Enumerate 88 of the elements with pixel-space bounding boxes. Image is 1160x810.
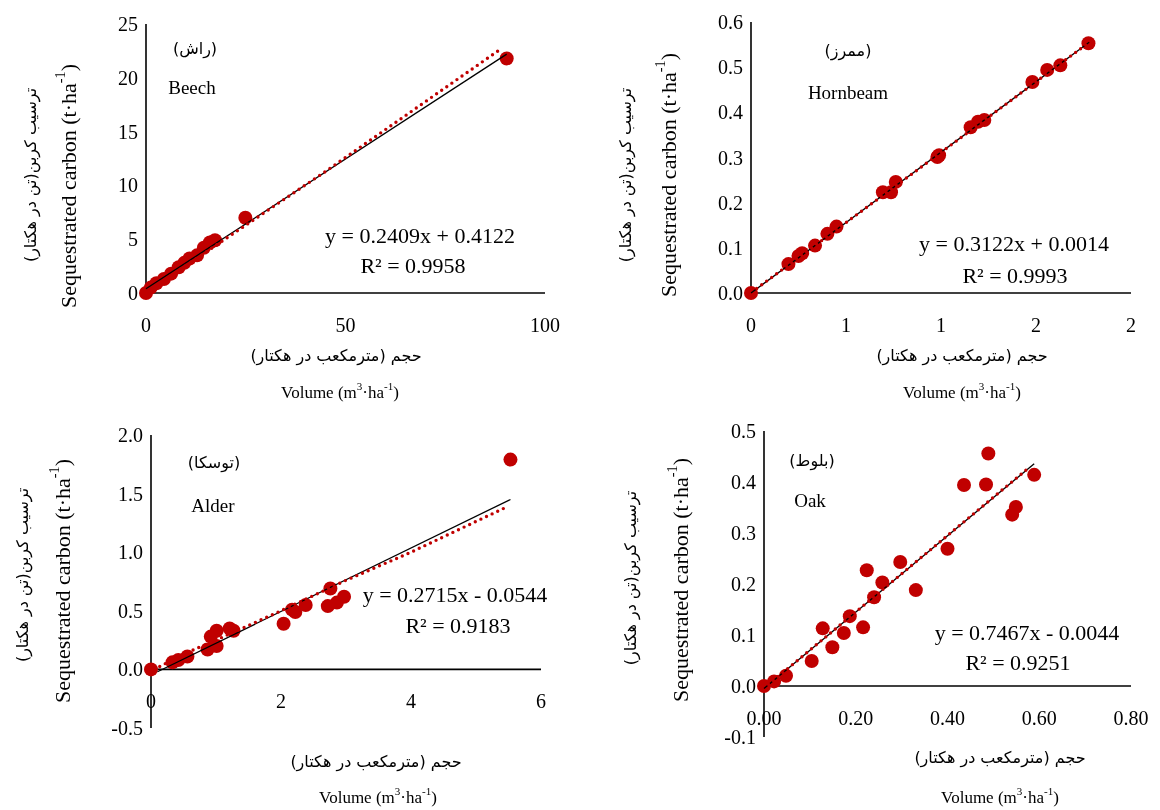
y-tick-label: 2.0 [118, 424, 143, 446]
y-tick-label: 5 [128, 228, 138, 251]
x-tick-label: 2 [1126, 314, 1136, 336]
annotation: R² = 0.9251 [965, 649, 1071, 675]
point [908, 583, 923, 598]
annotation: R² = 0.9993 [962, 262, 1068, 288]
point [859, 563, 874, 578]
y-tick-label: 0.0 [731, 675, 756, 697]
x-tick-label: 0.80 [1113, 707, 1149, 729]
text: (توسکا) [187, 452, 241, 473]
point [825, 640, 840, 655]
x-tick-label: 2 [276, 690, 286, 713]
annotation: R² = 0.9958 [360, 252, 466, 278]
text: حجم (مترمکعب در هکتار) [914, 747, 1086, 768]
point [815, 621, 830, 636]
point [276, 616, 291, 631]
point [893, 555, 908, 570]
text: Hornbeam [807, 81, 889, 103]
text: حجم (مترمکعب در هکتار) [290, 751, 462, 772]
x-tick-label: 50 [335, 314, 356, 336]
x-tick-label: 0.20 [838, 707, 874, 729]
text: (ممرز) [824, 40, 872, 61]
text: ترسیب کربن(تن در هکتار) [620, 490, 641, 666]
y-tick-label: 0.2 [731, 573, 756, 595]
text: ترسیب کربن(تن در هکتار) [615, 87, 636, 263]
y-tick-label: 20 [118, 66, 138, 89]
text: ترسیب کربن(تن در هکتار) [20, 87, 41, 263]
y-tick-label: 10 [118, 174, 138, 197]
point [856, 620, 871, 635]
point [1027, 467, 1042, 482]
point [979, 477, 994, 492]
y-tick-label: 0.5 [118, 599, 143, 622]
y-tick-label: 0.1 [731, 624, 756, 646]
text: حجم (مترمکعب در هکتار) [876, 345, 1048, 366]
y-tick-label: 0.0 [118, 658, 143, 681]
y-tick-label: 15 [118, 120, 138, 143]
point [503, 452, 518, 467]
point [981, 446, 996, 461]
point [337, 589, 352, 604]
y-tick-label: 1.5 [118, 482, 143, 505]
x-axis-title: Volume (m$^{3}$·ha$^{-1}$) [281, 380, 399, 402]
text: Alder [191, 494, 236, 516]
text: حجم (مترمکعب در هکتار) [250, 345, 422, 366]
y-tick-label: -0.5 [111, 717, 143, 739]
y-tick-label: 0.3 [731, 522, 756, 544]
x-tick-label: 100 [530, 314, 560, 336]
annotation: y = 0.3122x + 0.0014 [919, 230, 1109, 256]
y-tick-label: 0.2 [718, 191, 743, 214]
point [836, 625, 851, 640]
point [499, 51, 514, 66]
point [940, 541, 955, 556]
text: (راش) [172, 38, 218, 59]
annotation: y = 0.2715x - 0.0544 [362, 581, 548, 607]
text: (بلوط) [789, 450, 835, 471]
annotation: y = 0.7467x - 0.0044 [934, 619, 1120, 645]
y-tick-label: 0.4 [731, 471, 756, 493]
y-tick-label: 0 [128, 282, 138, 304]
text: Oak [794, 489, 827, 511]
y-tick-label: 0.5 [731, 420, 756, 442]
x-axis-title: Volume (m$^{3}$·ha$^{-1}$) [941, 785, 1059, 807]
point [209, 623, 224, 638]
y-tick-label: 0.4 [718, 101, 743, 124]
x-tick-label: 0.60 [1021, 707, 1057, 729]
x-tick-label: 1 [841, 314, 851, 336]
text: Beech [168, 76, 217, 98]
y-tick-label: 0.6 [718, 11, 743, 33]
text: ترسیب کربن(تن در هکتار) [12, 487, 33, 663]
point [804, 654, 819, 669]
point [957, 478, 972, 493]
x-tick-label: 1 [936, 314, 946, 336]
y-tick-label: 1.0 [118, 541, 143, 564]
x-tick-label: 6 [536, 690, 546, 713]
annotation: y = 0.2409x + 0.4122 [325, 222, 515, 248]
x-tick-label: 2 [1031, 314, 1041, 336]
x-tick-label: 4 [406, 690, 416, 713]
point [1008, 499, 1023, 514]
y-tick-label: 0.5 [718, 56, 743, 79]
annotation: R² = 0.9183 [405, 612, 511, 638]
point [744, 286, 758, 300]
x-axis-title: Volume (m$^{3}$·ha$^{-1}$) [319, 785, 437, 807]
y-tick-label: 0.0 [718, 282, 743, 304]
y-tick-label: -0.1 [724, 726, 756, 748]
point [144, 662, 158, 677]
y-tick-label: 25 [118, 13, 138, 35]
x-tick-label: 0.40 [930, 707, 965, 729]
x-axis-title: Volume (m$^{3}$·ha$^{-1}$) [903, 380, 1021, 402]
y-tick-label: 0.3 [718, 146, 743, 169]
y-tick-label: 0.1 [718, 236, 743, 259]
